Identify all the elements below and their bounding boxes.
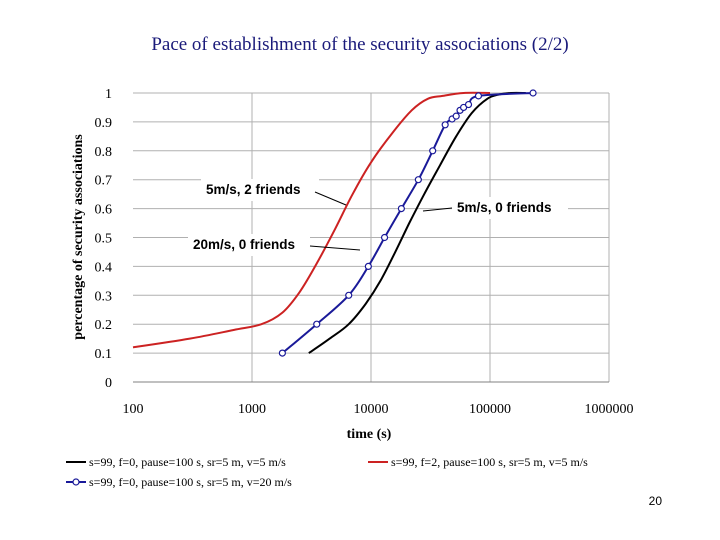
legend-label: s=99, f=0, pause=100 s, sr=5 m, v=20 m/s — [89, 475, 292, 489]
series-lines — [132, 89, 537, 357]
y-tick-label: 1 — [105, 87, 112, 102]
y-tick-label: 0.7 — [95, 174, 113, 189]
legend-label: s=99, f=2, pause=100 s, sr=5 m, v=5 m/s — [391, 455, 588, 469]
data-point — [278, 349, 286, 357]
annotation-leader — [314, 191, 347, 206]
y-tick-label: 0.9 — [95, 116, 113, 131]
y-tick-label: 0.6 — [95, 203, 113, 218]
data-point — [345, 291, 353, 299]
legend-marker — [72, 478, 80, 486]
data-point — [313, 320, 321, 328]
data-point — [474, 92, 483, 100]
x-tick-label: 1000000 — [585, 402, 634, 417]
legend: s=99, f=0, pause=100 s, sr=5 m, v=5 m/s s… — [66, 455, 588, 489]
annotation-leader — [309, 245, 361, 251]
data-point — [380, 233, 389, 242]
y-tick-label: 0.8 — [95, 145, 113, 160]
annotation-background — [188, 234, 310, 256]
annotation-leader — [422, 207, 453, 212]
y-tick-label: 0.1 — [95, 347, 113, 362]
y-tick-label: 0.3 — [95, 289, 113, 304]
x-tick-label: 100000 — [469, 402, 511, 417]
x-tick-label: 1000 — [238, 402, 266, 417]
annotation-background — [452, 197, 568, 219]
annotation-background — [201, 179, 319, 201]
series-line — [281, 92, 534, 354]
x-tick-label: 10000 — [354, 402, 389, 417]
annotation-label: 20m/s, 0 friends — [193, 237, 295, 252]
data-point — [464, 100, 473, 109]
data-point — [529, 89, 537, 97]
x-tick-label: 100 — [123, 402, 144, 417]
y-tick-label: 0.5 — [95, 232, 113, 247]
data-point — [441, 121, 449, 129]
y-axis-label: percentage of security associations — [71, 134, 86, 340]
series-line — [308, 91, 526, 354]
annotations: 5m/s, 2 friends 5m/s, 0 friends 20m/s, 0 f… — [188, 179, 568, 256]
page-number: 20 — [648, 494, 662, 508]
data-point — [397, 205, 405, 213]
slide-title: Pace of establishment of the security as… — [151, 34, 569, 55]
legend-label: s=99, f=0, pause=100 s, sr=5 m, v=5 m/s — [89, 455, 286, 469]
tick-labels: 0 0.1 0.2 0.3 0.4 0.5 0.6 0.7 0.8 0.9 1 100 1000 1000… — [95, 87, 634, 417]
y-tick-label: 0.2 — [95, 318, 113, 333]
y-tick-label: 0.4 — [95, 260, 113, 275]
data-point — [414, 176, 422, 184]
y-tick-label: 0 — [105, 376, 112, 391]
annotation-label: 5m/s, 2 friends — [206, 182, 301, 197]
data-point — [364, 262, 372, 270]
x-axis-label: time (s) — [347, 427, 392, 442]
data-point — [452, 112, 460, 120]
data-point — [429, 147, 437, 155]
annotation-label: 5m/s, 0 friends — [457, 200, 552, 215]
series-line — [132, 91, 491, 349]
